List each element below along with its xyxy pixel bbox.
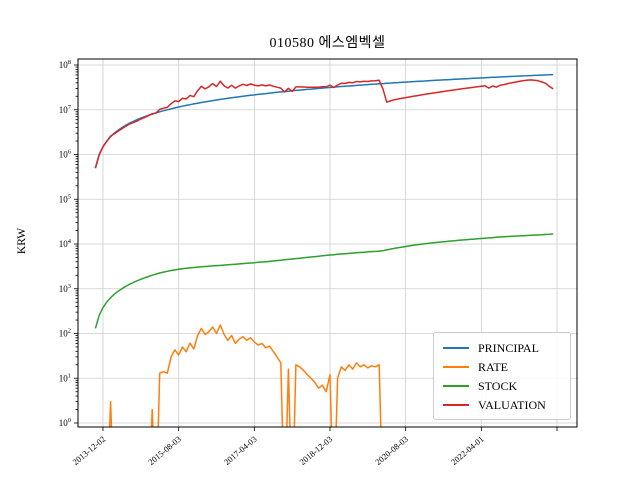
axes-frame: [77, 58, 578, 428]
x-tick-label: 2015-08-03: [146, 434, 183, 467]
legend-entry-valuation: VALUATION: [443, 399, 561, 411]
legend-entry-principal: PRINCIPAL: [443, 342, 561, 354]
y-axis-label: KRW: [16, 227, 28, 255]
y-tick-label: 108: [59, 59, 71, 70]
y-tick-label: 105: [59, 193, 71, 204]
legend-label-valuation: VALUATION: [478, 397, 546, 412]
legend: PRINCIPAL RATE STOCK VALUATION: [433, 332, 571, 420]
axis-tick-labels: 100 101 102 103 104 105 106 107 108 2013-12-02 201…: [59, 59, 486, 467]
legend-swatch-rate: [443, 365, 469, 368]
legend-entry-stock: STOCK: [443, 380, 561, 392]
series-rate-line: [108, 324, 382, 427]
y-tick-label: 101: [59, 372, 71, 383]
x-tick-label: 2022-04-01: [449, 434, 486, 467]
axis-ticks: [74, 64, 558, 431]
legend-label-principal: PRINCIPAL: [478, 340, 539, 355]
y-tick-label: 102: [59, 328, 71, 339]
gridlines: [78, 59, 577, 427]
chart-title: 010580 에스엠벡셀: [269, 36, 386, 51]
legend-label-stock: STOCK: [478, 378, 518, 393]
legend-swatch-stock: [443, 384, 469, 387]
y-tick-label: 106: [59, 149, 72, 160]
x-tick-label: 2018-12-03: [297, 434, 334, 467]
legend-swatch-principal: [443, 346, 469, 349]
y-tick-label: 103: [59, 283, 71, 294]
y-tick-label: 107: [59, 104, 72, 115]
y-tick-label: 100: [59, 417, 71, 428]
legend-entry-rate: RATE: [443, 361, 561, 373]
series-stock-line: [94, 233, 554, 329]
legend-label-rate: RATE: [478, 359, 508, 374]
legend-swatch-valuation: [443, 403, 469, 406]
x-tick-label: 2017-04-03: [222, 434, 259, 467]
series-valuation-line: [94, 79, 554, 169]
x-tick-label: 2020-08-03: [373, 434, 410, 467]
y-tick-label: 104: [59, 238, 72, 249]
x-tick-label: 2013-12-02: [70, 434, 107, 467]
series-principal-line: [94, 73, 554, 169]
